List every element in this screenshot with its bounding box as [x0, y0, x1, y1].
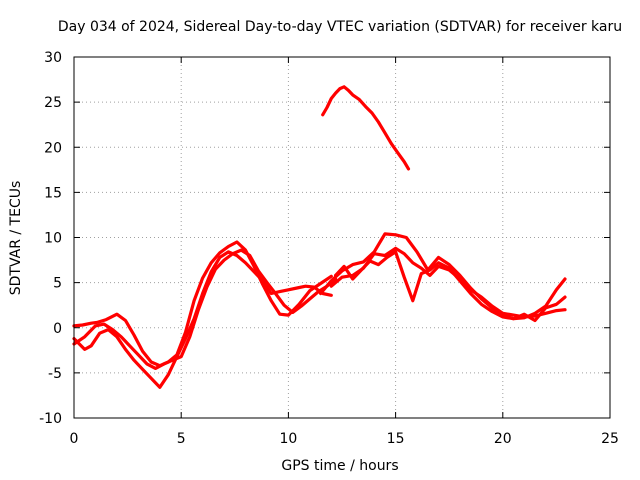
- y-tick-label: 15: [44, 185, 62, 201]
- x-axis-label: GPS time / hours: [281, 458, 398, 474]
- x-tick-label: 10: [279, 431, 297, 447]
- x-tick-label: 20: [494, 431, 512, 447]
- x-tick-label: 5: [177, 431, 186, 447]
- y-tick-label: -5: [48, 366, 62, 382]
- grid: [74, 57, 610, 418]
- x-tick-label: 0: [70, 431, 79, 447]
- series-arc-b: [72, 248, 338, 370]
- y-tick-label: 0: [53, 321, 62, 337]
- y-tick-label: 20: [44, 140, 62, 156]
- y-tick-label: 10: [44, 231, 62, 247]
- y-tick-label: 25: [44, 95, 62, 111]
- y-axis-label: SDTVAR / TECUs: [8, 181, 24, 296]
- chart-title: Day 034 of 2024, Sidereal Day-to-day VTE…: [58, 19, 622, 35]
- series-layer: [72, 85, 567, 389]
- ticks: 0 5 10 15 20 25 -10 -5 0 5 10 15 20 25 30: [39, 50, 619, 447]
- series-arc-a: [72, 240, 333, 368]
- series-arc-g: [321, 85, 411, 171]
- x-tick-label: 15: [387, 431, 405, 447]
- y-tick-label: 30: [44, 50, 62, 66]
- series-arc-c: [72, 250, 333, 389]
- y-tick-label: 5: [53, 276, 62, 292]
- series-arc-f: [334, 250, 567, 323]
- x-tick-label: 25: [601, 431, 619, 447]
- y-tick-label: -10: [39, 411, 62, 427]
